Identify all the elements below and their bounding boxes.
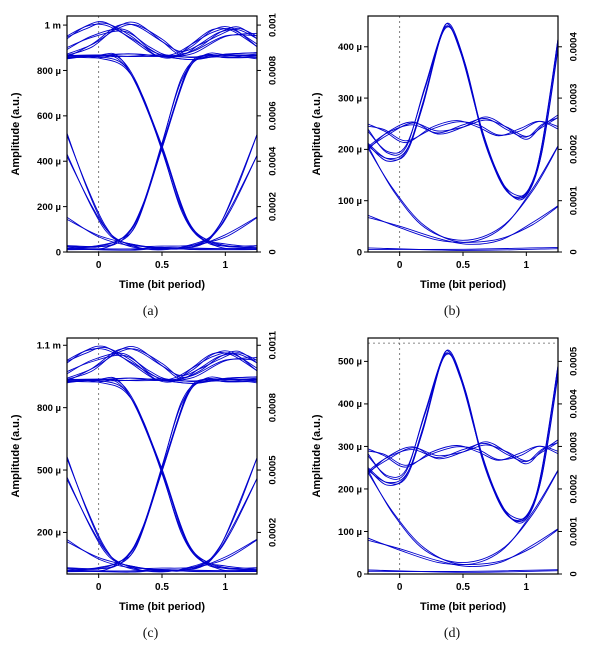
right-tick-label: 0.0001 bbox=[568, 185, 579, 215]
left-tick-label: 1 m bbox=[44, 20, 60, 31]
x-tick-label: 1 bbox=[222, 260, 228, 271]
right-tick-label: 0.0001 bbox=[568, 516, 579, 546]
right-tick-label: 0.0005 bbox=[568, 346, 579, 376]
left-tick-label: 100 µ bbox=[338, 196, 362, 207]
left-tick-label: 800 µ bbox=[37, 66, 61, 77]
right-tick-label: 0.0004 bbox=[267, 146, 278, 176]
left-tick-label: 800 µ bbox=[37, 403, 61, 414]
left-tick-label: 200 µ bbox=[338, 145, 362, 156]
x-tick-label: 0 bbox=[95, 582, 101, 593]
x-tick-label: 0 bbox=[95, 260, 101, 271]
eye-traces bbox=[368, 349, 558, 573]
eye-traces bbox=[66, 21, 257, 251]
x-axis-title: Time (bit period) bbox=[119, 601, 205, 613]
right-tick-label: 0.0002 bbox=[568, 135, 579, 164]
panel-caption-d: (d) bbox=[443, 626, 461, 641]
right-tick-label: 0.0002 bbox=[267, 192, 278, 221]
x-tick-label: 0.5 bbox=[155, 260, 169, 271]
left-tick-label: 200 µ bbox=[37, 202, 61, 213]
panel-caption-a: (a) bbox=[142, 304, 159, 319]
right-tick-label: 0.0008 bbox=[267, 56, 278, 85]
plot-frame bbox=[367, 337, 559, 575]
panel-d: 0 100 µ 200 µ 300 µ 400 µ 500 µ 0 0.0001 0.0002 0… bbox=[301, 328, 603, 650]
left-tick-label: 500 µ bbox=[338, 357, 362, 368]
left-tick-label: 200 µ bbox=[338, 484, 362, 495]
left-tick-label: 400 µ bbox=[37, 157, 61, 168]
panel-a: 0 200 µ 400 µ 600 µ 800 µ 1 m 0 0.0002 0.0004 0.0… bbox=[0, 6, 301, 328]
right-tick-label: 0.0003 bbox=[568, 84, 579, 113]
x-tick-label: 1 bbox=[222, 582, 228, 593]
right-tick-label: 0.0002 bbox=[267, 518, 278, 547]
left-tick-label: 300 µ bbox=[338, 442, 362, 453]
eye-traces bbox=[368, 22, 558, 251]
left-tick-label: 300 µ bbox=[338, 93, 362, 104]
x-tick-label: 0 bbox=[397, 260, 403, 271]
left-tick-label: 0 bbox=[357, 569, 362, 580]
right-tick-label: 0.0002 bbox=[568, 474, 579, 503]
right-tick-label: 0.0004 bbox=[568, 32, 579, 62]
left-tick-label: 600 µ bbox=[37, 111, 61, 122]
x-tick-label: 0.5 bbox=[155, 582, 169, 593]
x-tick-label: 0 bbox=[397, 582, 403, 593]
x-axis-title: Time (bit period) bbox=[420, 601, 506, 613]
right-tick-label: 0.0005 bbox=[267, 455, 278, 485]
eye-diagram-chart-b: 0 100 µ 200 µ 300 µ 400 µ 0 0.0001 0.0002 0.0003… bbox=[311, 15, 579, 291]
left-tick-label: 500 µ bbox=[37, 465, 61, 476]
panel-caption-c: (c) bbox=[142, 626, 159, 641]
y-axis-title: Amplitude (a.u.) bbox=[9, 414, 21, 497]
right-tick-label: 0.0003 bbox=[568, 432, 579, 461]
x-tick-label: 1 bbox=[524, 260, 530, 271]
panel-caption-b: (b) bbox=[443, 304, 461, 319]
x-tick-label: 0.5 bbox=[456, 260, 470, 271]
left-tick-label: 400 µ bbox=[338, 42, 362, 53]
right-tick-label: 0.0008 bbox=[267, 393, 278, 422]
x-axis-title: Time (bit period) bbox=[119, 279, 205, 291]
right-tick-label: 0.001 bbox=[267, 12, 278, 36]
y-axis-title: Amplitude (a.u.) bbox=[311, 92, 323, 175]
plot-frame bbox=[65, 15, 258, 253]
right-tick-label: 0 bbox=[568, 571, 579, 576]
plot-frame bbox=[65, 337, 258, 575]
left-tick-label: 1.1 m bbox=[36, 341, 60, 352]
eye-diagram-chart-a: 0 200 µ 400 µ 600 µ 800 µ 1 m 0 0.0002 0.0004 0.0… bbox=[9, 12, 278, 291]
right-tick-label: 0 bbox=[267, 249, 278, 254]
left-tick-label: 200 µ bbox=[37, 528, 61, 539]
eye-traces bbox=[66, 345, 257, 573]
left-tick-label: 400 µ bbox=[338, 399, 362, 410]
x-tick-label: 1 bbox=[524, 582, 530, 593]
right-tick-label: 0.0004 bbox=[568, 389, 579, 419]
left-tick-label: 0 bbox=[55, 247, 60, 258]
right-tick-label: 0.0011 bbox=[267, 330, 278, 359]
left-tick-label: 0 bbox=[357, 247, 362, 258]
left-tick-label: 100 µ bbox=[338, 527, 362, 538]
x-axis-title: Time (bit period) bbox=[420, 279, 506, 291]
eye-diagram-chart-c: 200 µ 500 µ 800 µ 1.1 m 0.0002 0.0005 0.0008 0.… bbox=[9, 330, 278, 613]
y-axis-title: Amplitude (a.u.) bbox=[9, 92, 21, 175]
right-tick-label: 0 bbox=[568, 249, 579, 254]
eye-diagram-chart-d: 0 100 µ 200 µ 300 µ 400 µ 500 µ 0 0.0001 0.0002 0… bbox=[311, 337, 579, 613]
panel-c: 200 µ 500 µ 800 µ 1.1 m 0.0002 0.0005 0.0008 0.… bbox=[0, 328, 301, 650]
y-axis-title: Amplitude (a.u.) bbox=[311, 414, 323, 497]
plot-frame bbox=[367, 15, 559, 253]
x-tick-label: 0.5 bbox=[456, 582, 470, 593]
right-tick-label: 0.0006 bbox=[267, 101, 278, 130]
panel-b: 0 100 µ 200 µ 300 µ 400 µ 0 0.0001 0.0002 0.0003… bbox=[301, 6, 603, 328]
